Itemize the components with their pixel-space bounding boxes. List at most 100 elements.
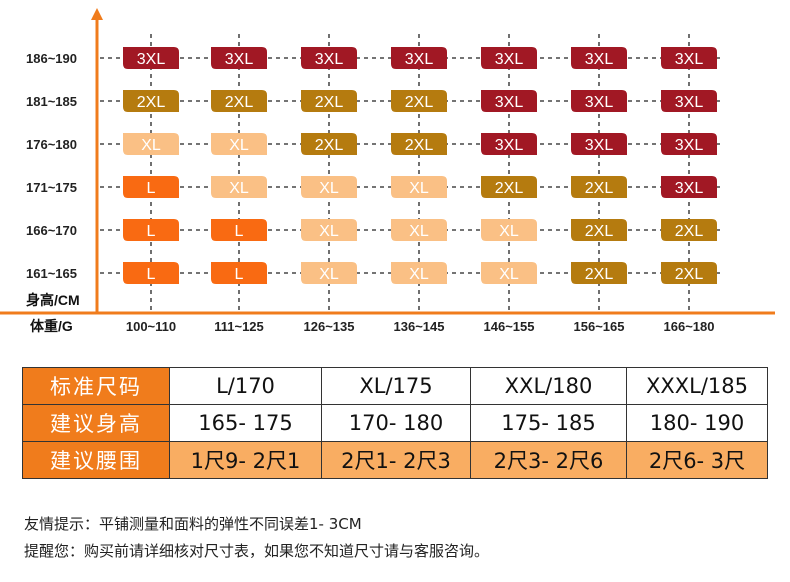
size-cell-label: 2XL	[137, 94, 166, 111]
size-cell: L	[123, 219, 179, 241]
x-tick-label: 156~165	[574, 319, 625, 334]
size-cell-label: 2XL	[405, 94, 434, 111]
size-cell: L	[211, 262, 267, 284]
size-cell-badge	[391, 90, 447, 112]
size-cell: 2XL	[391, 90, 447, 112]
size-chart: 186~190 181~185 176~180 171~175 166~170 161~1…	[0, 8, 775, 334]
size-cell: XL	[391, 176, 447, 198]
size-cell-badge	[211, 47, 267, 69]
size-cell-badge	[481, 90, 537, 112]
size-cell-badge	[123, 133, 179, 155]
size-cell: 2XL	[571, 176, 627, 198]
size-reference-table: 标准尺码 L/170 XL/175 XXL/180 XXXL/185 建议身高 …	[22, 367, 768, 479]
size-cell-label: XL	[499, 266, 519, 283]
table-cell: 180- 190	[626, 404, 768, 442]
size-cell: 2XL	[301, 90, 357, 112]
y-tick-label: 171~175	[26, 180, 77, 195]
size-cell-label: 3XL	[675, 51, 704, 68]
size-cell-badge	[571, 90, 627, 112]
size-cell: 3XL	[211, 47, 267, 69]
row-header-suggested-height: 建议身高	[22, 404, 170, 442]
size-cell: XL	[391, 262, 447, 284]
size-cell-label: L	[147, 223, 156, 240]
y-tick-label: 166~170	[26, 223, 77, 238]
size-cell: 3XL	[661, 47, 717, 69]
size-cell-badge	[661, 47, 717, 69]
size-cell-badge	[301, 176, 357, 198]
size-cell: L	[123, 262, 179, 284]
axes	[0, 8, 775, 315]
x-tick-label: 136~145	[394, 319, 445, 334]
row-header-standard-size: 标准尺码	[22, 367, 170, 405]
size-cell-badge	[391, 219, 447, 241]
table-cell: 175- 185	[470, 404, 627, 442]
size-cell: 3XL	[301, 47, 357, 69]
size-cell-label: XL	[409, 266, 429, 283]
size-cell-badge	[391, 262, 447, 284]
size-cell-label: XL	[319, 266, 339, 283]
size-cell-badge	[481, 47, 537, 69]
size-cell-label: 3XL	[225, 51, 254, 68]
size-cell-label: XL	[229, 137, 249, 154]
size-cell: XL	[211, 133, 267, 155]
size-cell-badge	[123, 176, 179, 198]
size-cell: 2XL	[301, 133, 357, 155]
size-cell-badge	[123, 47, 179, 69]
row-header-suggested-waist: 建议腰围	[22, 441, 170, 479]
size-cell-label: XL	[409, 180, 429, 197]
size-cell-label: 3XL	[675, 180, 704, 197]
size-cell-label: 2XL	[675, 266, 704, 283]
size-cell-label: 2XL	[495, 180, 524, 197]
size-cell-label: 2XL	[585, 180, 614, 197]
x-tick-label: 126~135	[304, 319, 355, 334]
size-cell-badge	[481, 262, 537, 284]
size-cell-badge	[391, 133, 447, 155]
size-cell-badge	[661, 219, 717, 241]
size-cell-label: XL	[499, 223, 519, 240]
table-cell: L/170	[169, 367, 322, 405]
size-cell: XL	[211, 176, 267, 198]
size-cell-badge	[481, 176, 537, 198]
size-cell-label: 3XL	[495, 51, 524, 68]
size-cell-label: L	[147, 266, 156, 283]
y-tick-label: 161~165	[26, 266, 77, 281]
y-tick-label: 186~190	[26, 51, 77, 66]
size-cell: 3XL	[123, 47, 179, 69]
size-cell-badge	[211, 262, 267, 284]
table-cell: 165- 175	[169, 404, 322, 442]
size-cell-label: XL	[319, 223, 339, 240]
x-axis-title: 体重/G	[30, 318, 73, 334]
size-cell: XL	[301, 219, 357, 241]
size-cell: XL	[481, 219, 537, 241]
note-reminder: 提醒您：购买前请详细核对尺寸表，如果您不知道尺寸请与客服咨询。	[24, 542, 490, 560]
size-cell-badge	[123, 262, 179, 284]
size-cell-label: 2XL	[225, 94, 254, 111]
size-cell: 3XL	[481, 90, 537, 112]
table-row-standard-size: 标准尺码 L/170 XL/175 XXL/180 XXXL/185	[22, 367, 768, 405]
table-cell: XXL/180	[470, 367, 627, 405]
size-cell: 2XL	[391, 133, 447, 155]
size-cell: 3XL	[571, 90, 627, 112]
size-cell-label: 3XL	[585, 51, 614, 68]
size-cell: 3XL	[481, 133, 537, 155]
size-cell-badge	[301, 262, 357, 284]
size-cell-badge	[301, 90, 357, 112]
size-cell-label: 3XL	[405, 51, 434, 68]
size-cell-badge	[661, 133, 717, 155]
table-cell: 2尺6- 3尺	[626, 441, 768, 479]
size-cell-badge	[301, 47, 357, 69]
size-cell-badge	[123, 219, 179, 241]
size-cell: XL	[391, 219, 447, 241]
size-cell-badge	[661, 176, 717, 198]
size-cell: 2XL	[123, 90, 179, 112]
table-cell: XXXL/185	[626, 367, 768, 405]
size-cell-badge	[571, 133, 627, 155]
size-cell: 3XL	[661, 90, 717, 112]
size-cells: 3XL 3XL 3XL 3XL 3XL 3XL 3XL 2XL 2XL 2XL 2XL 3XL 3XL 3…	[123, 47, 717, 284]
size-cell: 3XL	[571, 47, 627, 69]
tick-labels: 186~190 181~185 176~180 171~175 166~170 161~1…	[26, 51, 714, 334]
size-cell: 2XL	[571, 262, 627, 284]
size-cell-badge	[391, 176, 447, 198]
size-cell-badge	[301, 219, 357, 241]
size-cell: 2XL	[211, 90, 267, 112]
